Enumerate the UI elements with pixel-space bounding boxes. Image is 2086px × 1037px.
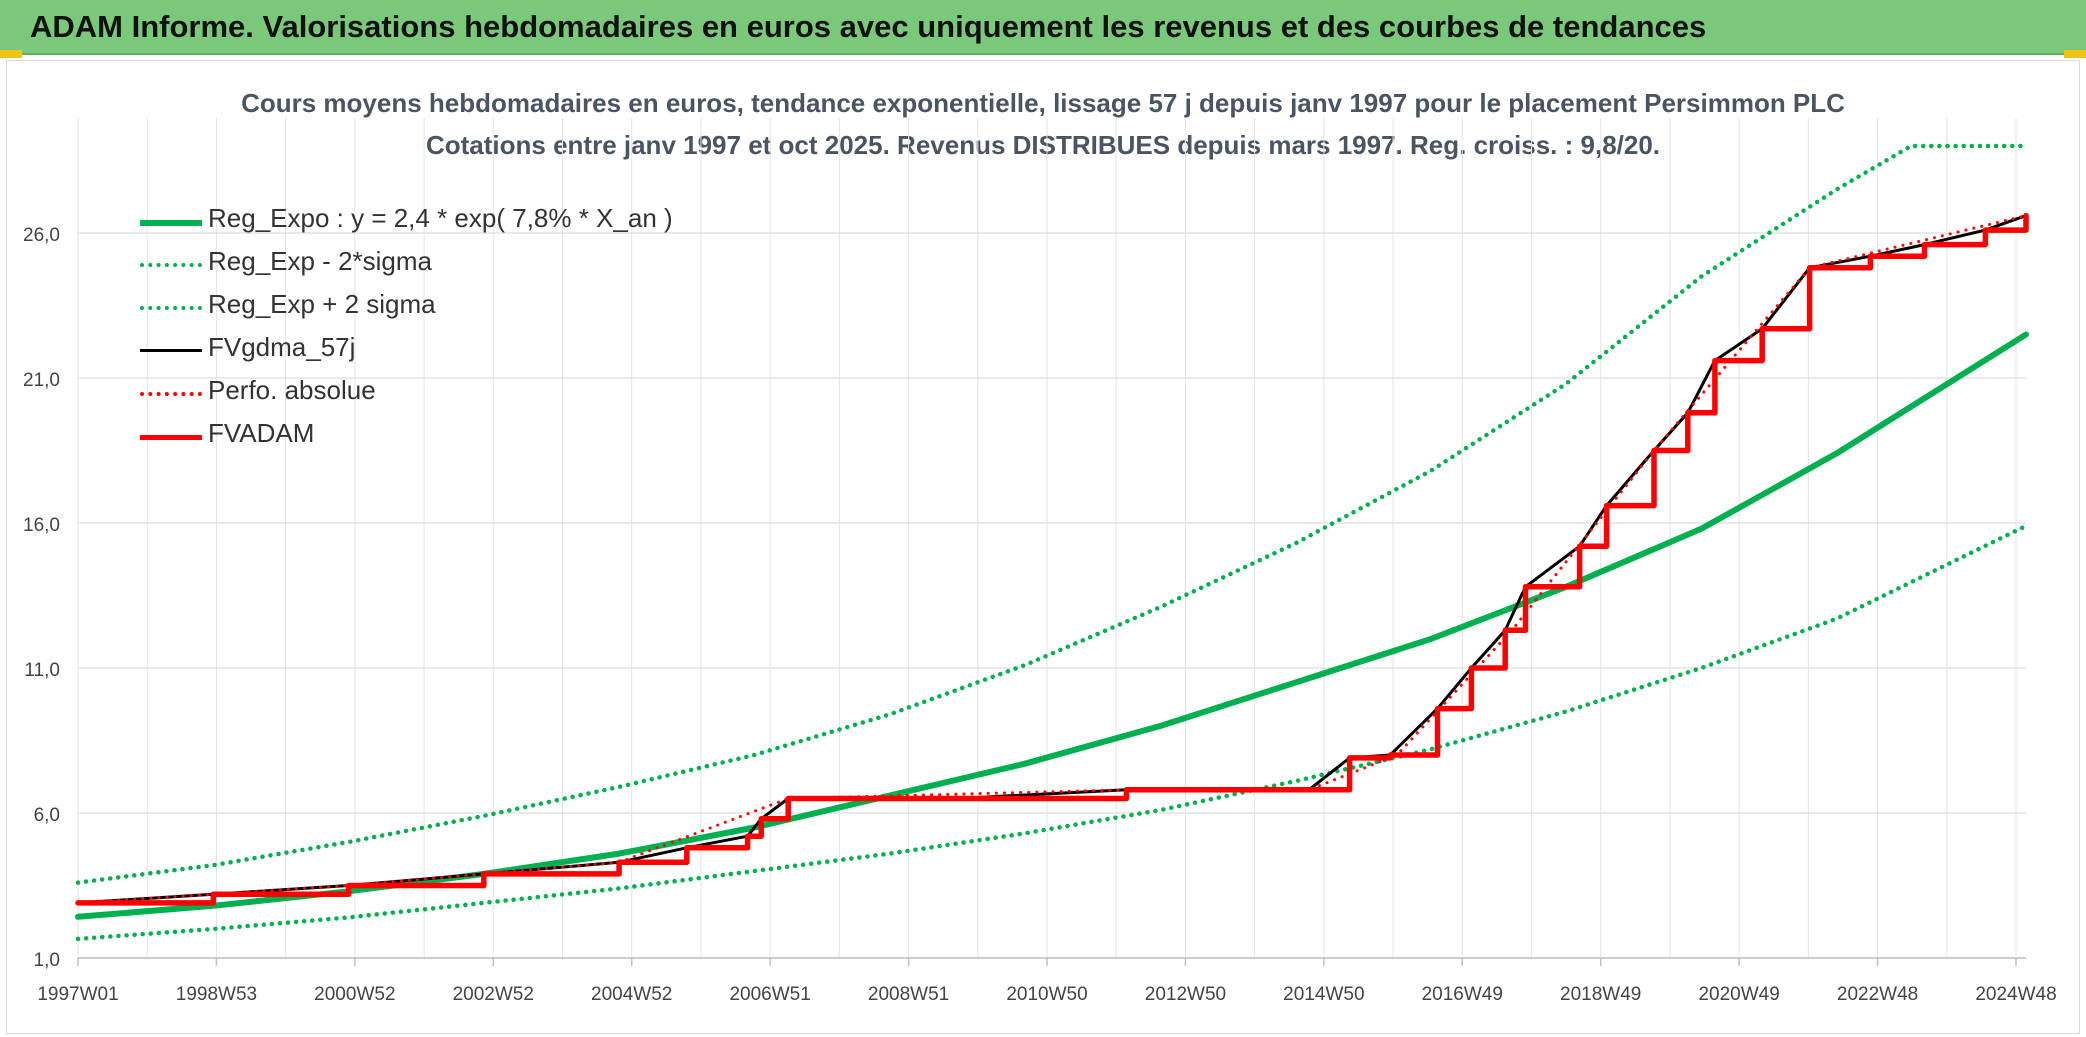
legend-label: Perfo. absolue bbox=[208, 375, 376, 405]
series-line-perfo-absolue bbox=[76, 214, 2028, 905]
series-line-reg-exp-2-sigma bbox=[75, 523, 2029, 942]
x-tick-label: 2008W51 bbox=[868, 984, 949, 1005]
y-tick-label: 21,0 bbox=[23, 370, 60, 391]
legend-swatch bbox=[140, 263, 202, 267]
y-tick-label: 11,0 bbox=[24, 660, 60, 681]
corner-accent-right bbox=[2064, 50, 2086, 58]
legend-swatch bbox=[140, 392, 202, 396]
legend-label: Reg_Exp + 2 sigma bbox=[208, 289, 436, 319]
x-tick-label: 2010W50 bbox=[1006, 984, 1087, 1005]
legend-label: Reg_Expo : y = 2,4 * exp( 7,8% * X_an ) bbox=[208, 203, 673, 233]
legend-label: FVADAM bbox=[208, 418, 315, 448]
x-tick-label: 1997W01 bbox=[37, 984, 118, 1005]
x-tick-label: 2024W48 bbox=[1975, 984, 2056, 1005]
x-tick-label: 2018W49 bbox=[1560, 984, 1641, 1005]
y-tick-label: 26,0 bbox=[23, 225, 60, 246]
legend-swatch bbox=[140, 349, 202, 352]
x-tick-label: 2006W51 bbox=[729, 984, 810, 1005]
legend-label: Reg_Exp - 2*sigma bbox=[208, 246, 432, 276]
x-tick-label: 2004W52 bbox=[591, 984, 672, 1005]
page-title: ADAM Informe. Valorisations hebdomadaire… bbox=[30, 9, 1707, 44]
x-tick-label: 2022W48 bbox=[1837, 984, 1918, 1005]
y-tick-label: 6,0 bbox=[34, 805, 60, 826]
x-tick-label: 2002W52 bbox=[453, 984, 534, 1005]
header-banner: ADAM Informe. Valorisations hebdomadaire… bbox=[0, 0, 2086, 55]
series-line-reg-exp-2-sigma bbox=[75, 143, 2029, 885]
x-tick-label: 2014W50 bbox=[1283, 984, 1364, 1005]
series-line-fvadam bbox=[75, 212, 2029, 906]
y-tick-label: 1,0 bbox=[34, 950, 60, 971]
x-tick-label: 2000W52 bbox=[314, 984, 395, 1005]
chart-title: Cours moyens hebdomadaires en euros, ten… bbox=[241, 88, 1845, 118]
x-tick-label: 1998W53 bbox=[176, 984, 257, 1005]
chart-frame bbox=[6, 60, 2080, 1034]
y-tick-label: 16,0 bbox=[23, 515, 60, 536]
legend-swatch bbox=[140, 306, 202, 310]
x-tick-label: 2012W50 bbox=[1145, 984, 1226, 1005]
legend-label: FVgdma_57j bbox=[208, 332, 356, 362]
x-tick-label: 2016W49 bbox=[1422, 984, 1503, 1005]
x-tick-label: 2020W49 bbox=[1698, 984, 1779, 1005]
corner-accent-left bbox=[0, 50, 22, 58]
legend-swatch bbox=[140, 435, 202, 440]
legend-swatch bbox=[140, 220, 202, 226]
